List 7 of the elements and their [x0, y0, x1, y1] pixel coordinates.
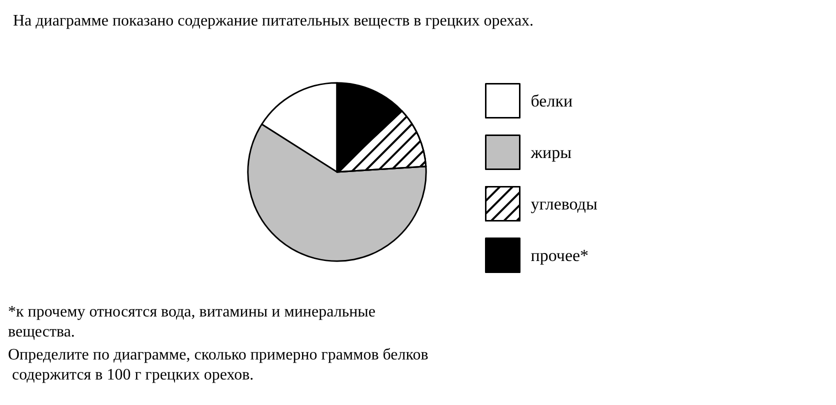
legend-label: прочее* — [530, 246, 589, 265]
legend-label: углеводы — [530, 194, 598, 214]
text: Определите по диаграмме, сколько примерно граммов белков содержится в 100 г грецких орехов. — [8, 346, 429, 384]
legend-label: жиры — [530, 142, 572, 162]
chart-title: На диаграмме показано содержание питательных веществ в грецких орехах. — [13, 12, 534, 30]
legend-label: белки — [530, 91, 573, 110]
text: *к прочему относятся вода, витамины и минеральные вещества. — [8, 304, 380, 340]
